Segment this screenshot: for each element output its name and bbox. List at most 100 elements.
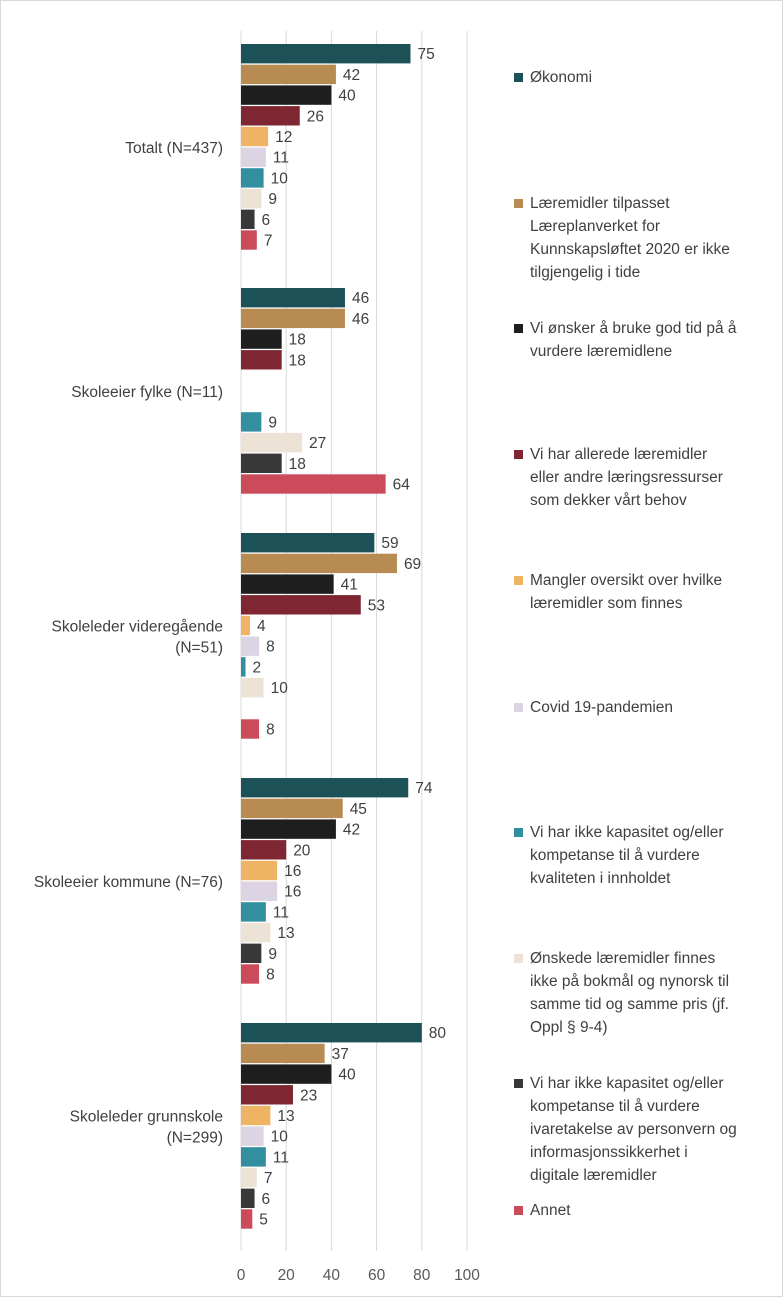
bar [241,1167,257,1188]
data-label: 9 [268,414,277,431]
value-labels: 7542402612111096746461818927186459694153… [253,46,447,1228]
data-label: 27 [309,435,326,452]
bar [241,308,345,329]
bar [241,453,282,473]
data-label: 46 [352,290,369,307]
legend-entry-text: som dekker vårt behov [530,492,687,509]
legend-entry-text: læremidler som finnes [530,595,683,612]
data-label: 6 [262,212,271,229]
x-tick-label: 0 [237,1267,246,1284]
legend-entry-text: tilgjengelig i tide [530,264,640,281]
bar [241,432,303,453]
bar [241,657,246,677]
legend-swatch [514,1079,523,1088]
category-label: (N=299) [167,1130,223,1147]
legend-swatch [514,324,523,333]
legend-swatch [514,1206,523,1215]
bar [241,106,300,126]
data-label: 10 [271,1129,289,1146]
bar [241,574,334,594]
data-label: 6 [262,1191,271,1208]
x-tick-label: 20 [278,1267,296,1284]
data-label: 16 [284,863,301,880]
bar [241,615,251,636]
bar [241,1209,253,1229]
legend-entry-text: informasjonssikkerhet i [530,1144,688,1161]
data-label: 5 [259,1212,268,1229]
legend-entry-text: Ønskede læremidler finnes [530,950,715,967]
data-label: 69 [404,556,421,573]
legend-entry-text: Kunnskapsløftet 2020 er ikke [530,241,730,258]
data-label: 18 [289,352,306,369]
bar [241,860,278,881]
data-label: 40 [338,88,356,105]
category-labels: Totalt (N=437) Skoleeier fylke (N=11) Skol… [34,140,223,1147]
data-label: 10 [271,680,289,697]
bar [241,412,262,432]
bar [241,288,345,308]
data-label: 23 [300,1087,317,1104]
legend-entry-text: ivaretakelse av personvern og [530,1121,737,1138]
legend-entry-text: Vi har ikke kapasitet og/eller [530,1075,724,1092]
bar [241,840,287,860]
data-label: 7 [264,233,273,250]
legend-entry-text: kompetanse til å vurdere [530,1098,700,1115]
legend-swatch [514,450,523,459]
x-tick-label: 100 [454,1267,480,1284]
data-label: 18 [289,456,306,473]
data-label: 11 [273,904,289,921]
bar [241,1126,264,1146]
data-label: 41 [341,577,358,594]
data-label: 16 [284,884,301,901]
category-label: Totalt (N=437) [125,140,223,157]
legend-entry-text: ikke på bokmål og nynorsk til [530,973,729,990]
data-label: 7 [264,1170,273,1187]
data-label: 40 [338,1067,356,1084]
legend-swatch [514,199,523,208]
bar [241,1043,325,1064]
legend-entry-text: Vi ønsker å bruke god tid på å [530,320,737,337]
x-tick-label: 80 [413,1267,431,1284]
category-label: Skoleleder videregående [52,619,223,636]
data-label: 12 [275,129,292,146]
category-label: Skoleleder grunnskole [70,1109,223,1126]
data-label: 75 [418,46,435,63]
bar [241,168,264,188]
bar [241,126,269,147]
data-label: 13 [277,1108,294,1125]
bar [241,1188,255,1208]
data-label: 11 [273,1149,289,1166]
data-label: 74 [415,780,433,797]
bar [241,719,260,739]
bar [241,64,336,85]
bar [241,943,262,963]
legend-entry-text: kvaliteten i innholdet [530,870,671,887]
data-label: 8 [266,639,275,656]
legend-entry-text: vurdere læremidlene [530,343,672,360]
bar [241,902,266,922]
data-label: 26 [307,108,324,125]
data-label: 64 [393,477,411,494]
data-label: 8 [266,967,275,984]
data-label: 45 [350,801,367,818]
data-label: 80 [429,1025,447,1042]
data-label: 10 [271,170,289,187]
data-label: 9 [268,946,277,963]
legend-entry-text: Læreplanverket for [530,218,660,235]
legend-entry-text: Mangler oversikt over hvilke [530,572,722,589]
bar [241,964,260,984]
category-label: Skoleeier fylke (N=11) [71,384,223,401]
x-tick-label: 40 [323,1267,341,1284]
bar [241,1085,293,1105]
legend-entry-text: samme tid og samme pris (jf. [530,996,729,1013]
legend-entry-text: Økonomi [530,69,592,86]
legend-swatch [514,576,523,585]
legend-entry-text: digitale læremidler [530,1167,657,1184]
bar [241,474,386,494]
bar [241,798,343,819]
x-tick-label: 60 [368,1267,386,1284]
data-label: 11 [273,150,289,167]
data-label: 20 [293,842,311,859]
